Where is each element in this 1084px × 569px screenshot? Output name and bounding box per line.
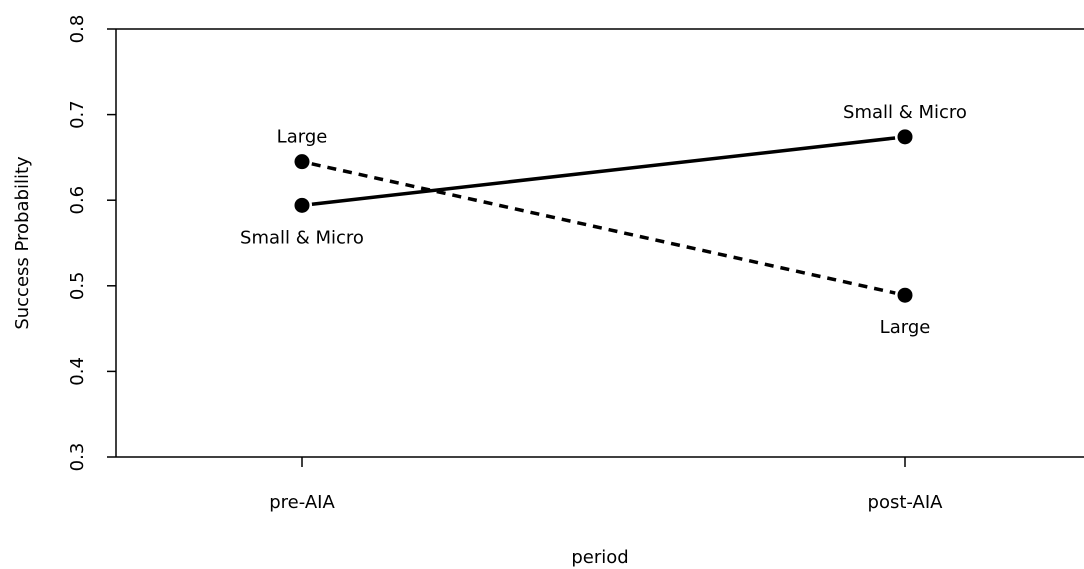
x-tick-label: pre-AIA [269,492,335,513]
y-tick-label: 0.4 [67,357,88,386]
y-tick-label: 0.5 [67,271,88,300]
y-tick-label: 0.7 [67,100,88,129]
series-point-label: Small & Micro [843,102,967,123]
data-point [897,129,913,145]
series-point-label: Large [277,127,328,148]
y-tick-label: 0.3 [67,443,88,472]
x-tick-label: post-AIA [868,492,944,513]
series-lines [311,136,896,295]
y-axis-title: Success Probability [12,156,33,330]
x-axis-ticks: pre-AIA post-AIA [269,457,943,513]
y-tick-label: 0.6 [67,186,88,215]
x-axis-title: period [571,547,628,568]
series-points [294,129,913,303]
series-point-label: Small & Micro [240,227,364,248]
y-axis-ticks: 0.3 0.4 0.5 0.6 0.7 0.8 [67,15,116,472]
data-point [294,154,310,170]
data-point [294,197,310,213]
series-line [311,136,896,206]
y-tick-label: 0.8 [67,15,88,44]
data-point [897,287,913,303]
series-line [311,162,896,295]
series-point-label: Large [880,317,931,338]
series-labels: Small & Micro Small & Micro Large Large [240,102,967,338]
